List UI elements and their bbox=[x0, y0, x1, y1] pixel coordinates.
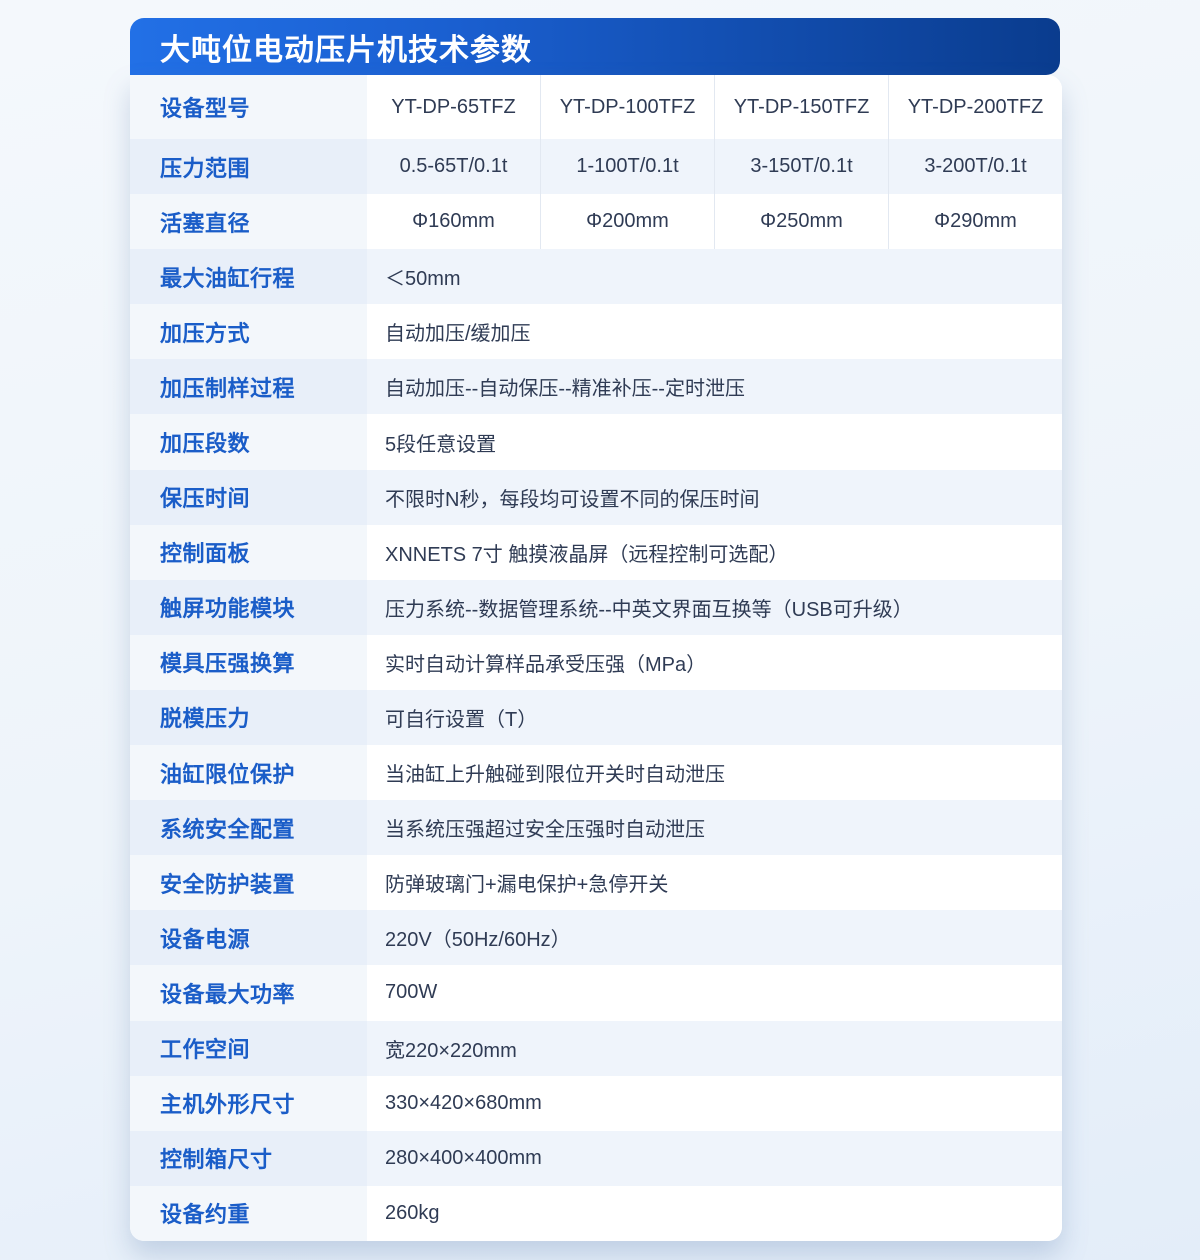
spec-value: 280×400×400mm bbox=[385, 1146, 542, 1169]
spec-value-area: 可自行设置（T） bbox=[367, 689, 1062, 746]
spec-value-area: 防弹玻璃门+漏电保护+急停开关 bbox=[367, 855, 1062, 911]
spec-value-cell: Φ250mm bbox=[714, 194, 888, 250]
spec-row: 系统安全配置 当系统压强超过安全压强时自动泄压 bbox=[130, 800, 1062, 856]
spec-value-area: YT-DP-65TFZ YT-DP-100TFZ YT-DP-150TFZ YT-DP… bbox=[367, 75, 1062, 139]
spec-label: 设备最大功率 bbox=[130, 965, 367, 1021]
spec-label: 主机外形尺寸 bbox=[130, 1075, 367, 1131]
spec-label: 活塞直径 bbox=[130, 194, 367, 250]
spec-label: 模具压强换算 bbox=[130, 634, 367, 690]
spec-row: 脱模压力 可自行设置（T） bbox=[130, 689, 1062, 746]
spec-value: 220V（50Hz/60Hz） bbox=[385, 929, 571, 952]
spec-value-cell: YT-DP-150TFZ bbox=[714, 75, 888, 139]
spec-value-cell: 0.5-65T/0.1t bbox=[399, 155, 508, 178]
spec-value-area: 自动加压--自动保压--精准补压--定时泄压 bbox=[367, 359, 1062, 415]
spec-label: 安全防护装置 bbox=[130, 855, 367, 911]
title-banner: 大吨位电动压片机技术参数 bbox=[130, 18, 1060, 75]
spec-value: 自动加压/缓加压 bbox=[385, 323, 531, 346]
spec-value-area: 自动加压/缓加压 bbox=[367, 304, 1062, 360]
spec-row: 安全防护装置 防弹玻璃门+漏电保护+急停开关 bbox=[130, 855, 1062, 911]
spec-value: XNNETS 7寸 触摸液晶屏（远程控制可选配） bbox=[385, 543, 789, 566]
spec-value-cell: Φ200mm bbox=[540, 194, 714, 250]
spec-value-area: 280×400×400mm bbox=[367, 1130, 1062, 1186]
spec-value-area: 0.5-65T/0.1t 1-100T/0.1t 3-150T/0.1t 3-200T… bbox=[367, 139, 1062, 195]
spec-value-area: 当系统压强超过安全压强时自动泄压 bbox=[367, 800, 1062, 856]
spec-value: 5段任意设置 bbox=[385, 433, 497, 456]
spec-row: 压力范围 0.5-65T/0.1t 1-100T/0.1t 3-150T/0.1t 3-… bbox=[130, 139, 1062, 195]
spec-value-area: 5段任意设置 bbox=[367, 414, 1062, 470]
spec-value: 当油缸上升触碰到限位开关时自动泄压 bbox=[385, 764, 725, 787]
spec-value-area: 宽220×220mm bbox=[367, 1020, 1062, 1076]
spec-value-area: 220V（50Hz/60Hz） bbox=[367, 910, 1062, 966]
spec-label: 加压方式 bbox=[130, 304, 367, 360]
spec-label: 脱模压力 bbox=[130, 689, 367, 746]
spec-value-cell: YT-DP-100TFZ bbox=[540, 75, 714, 139]
spec-label: 加压段数 bbox=[130, 414, 367, 470]
spec-label: 工作空间 bbox=[130, 1020, 367, 1076]
spec-value-cell: Φ160mm bbox=[412, 210, 495, 233]
spec-value-cell: Φ290mm bbox=[888, 194, 1062, 250]
spec-label: 触屏功能模块 bbox=[130, 579, 367, 635]
spec-value-cell: YT-DP-65TFZ bbox=[391, 95, 516, 118]
spec-value-area: 260kg bbox=[367, 1185, 1062, 1241]
spec-row: 保压时间 不限时N秒，每段均可设置不同的保压时间 bbox=[130, 469, 1062, 525]
spec-row: 加压段数 5段任意设置 bbox=[130, 414, 1062, 470]
spec-label: 控制面板 bbox=[130, 524, 367, 580]
spec-value: 自动加压--自动保压--精准补压--定时泄压 bbox=[385, 378, 745, 401]
spec-value-area: 当油缸上升触碰到限位开关时自动泄压 bbox=[367, 745, 1062, 801]
spec-row: 设备最大功率 700W bbox=[130, 965, 1062, 1021]
spec-value: 当系统压强超过安全压强时自动泄压 bbox=[385, 819, 705, 842]
spec-value: 260kg bbox=[385, 1201, 440, 1224]
spec-value: 压力系统--数据管理系统--中英文界面互换等（USB可升级） bbox=[385, 598, 913, 621]
spec-label: 压力范围 bbox=[130, 139, 367, 195]
spec-row: 加压制样过程 自动加压--自动保压--精准补压--定时泄压 bbox=[130, 359, 1062, 415]
spec-row: 控制箱尺寸 280×400×400mm bbox=[130, 1130, 1062, 1186]
spec-value-area: 700W bbox=[367, 965, 1062, 1021]
spec-value-cell: 3-200T/0.1t bbox=[888, 139, 1062, 195]
spec-row: 控制面板 XNNETS 7寸 触摸液晶屏（远程控制可选配） bbox=[130, 524, 1062, 580]
spec-value: 700W bbox=[385, 981, 438, 1004]
spec-row: 设备电源 220V（50Hz/60Hz） bbox=[130, 910, 1062, 966]
spec-value: ＜50mm bbox=[385, 268, 461, 291]
spec-value: 宽220×220mm bbox=[385, 1039, 517, 1062]
spec-value: 330×420×680mm bbox=[385, 1091, 542, 1114]
spec-value: 防弹玻璃门+漏电保护+急停开关 bbox=[385, 874, 669, 897]
spec-value-area: 压力系统--数据管理系统--中英文界面互换等（USB可升级） bbox=[367, 579, 1062, 635]
spec-row: 加压方式 自动加压/缓加压 bbox=[130, 304, 1062, 360]
spec-label: 设备电源 bbox=[130, 910, 367, 966]
spec-row: 模具压强换算 实时自动计算样品承受压强（MPa） bbox=[130, 634, 1062, 690]
spec-label: 保压时间 bbox=[130, 469, 367, 525]
spec-value-area: Φ160mm Φ200mm Φ250mm Φ290mm bbox=[367, 194, 1062, 250]
spec-table-card: 设备型号 YT-DP-65TFZ YT-DP-100TFZ YT-DP-150TFZ Y… bbox=[130, 75, 1062, 1241]
spec-table: 设备型号 YT-DP-65TFZ YT-DP-100TFZ YT-DP-150TFZ Y… bbox=[130, 75, 1062, 1241]
spec-value-area: XNNETS 7寸 触摸液晶屏（远程控制可选配） bbox=[367, 524, 1062, 580]
spec-row: 设备型号 YT-DP-65TFZ YT-DP-100TFZ YT-DP-150TFZ Y… bbox=[130, 75, 1062, 139]
spec-label: 加压制样过程 bbox=[130, 359, 367, 415]
spec-label: 系统安全配置 bbox=[130, 800, 367, 856]
spec-row: 设备约重 260kg bbox=[130, 1185, 1062, 1241]
spec-label: 设备约重 bbox=[130, 1185, 367, 1241]
spec-row: 油缸限位保护 当油缸上升触碰到限位开关时自动泄压 bbox=[130, 745, 1062, 801]
spec-label: 设备型号 bbox=[130, 75, 367, 139]
spec-value-cell: 1-100T/0.1t bbox=[540, 139, 714, 195]
spec-value-area: 实时自动计算样品承受压强（MPa） bbox=[367, 634, 1062, 690]
spec-row: 触屏功能模块 压力系统--数据管理系统--中英文界面互换等（USB可升级） bbox=[130, 579, 1062, 635]
page-title: 大吨位电动压片机技术参数 bbox=[160, 33, 532, 67]
spec-row: 工作空间 宽220×220mm bbox=[130, 1020, 1062, 1076]
spec-row: 活塞直径 Φ160mm Φ200mm Φ250mm Φ290mm bbox=[130, 194, 1062, 250]
spec-label: 控制箱尺寸 bbox=[130, 1130, 367, 1186]
spec-value: 不限时N秒，每段均可设置不同的保压时间 bbox=[385, 488, 760, 511]
spec-value-area: ＜50mm bbox=[367, 249, 1062, 305]
spec-value-cell: 3-150T/0.1t bbox=[714, 139, 888, 195]
spec-label: 油缸限位保护 bbox=[130, 745, 367, 801]
spec-row: 主机外形尺寸 330×420×680mm bbox=[130, 1075, 1062, 1131]
spec-row: 最大油缸行程 ＜50mm bbox=[130, 249, 1062, 305]
spec-value-area: 不限时N秒，每段均可设置不同的保压时间 bbox=[367, 469, 1062, 525]
spec-value-cell: YT-DP-200TFZ bbox=[888, 75, 1062, 139]
spec-value: 实时自动计算样品承受压强（MPa） bbox=[385, 653, 707, 676]
spec-label: 最大油缸行程 bbox=[130, 249, 367, 305]
spec-value: 可自行设置（T） bbox=[385, 708, 538, 731]
spec-value-area: 330×420×680mm bbox=[367, 1075, 1062, 1131]
